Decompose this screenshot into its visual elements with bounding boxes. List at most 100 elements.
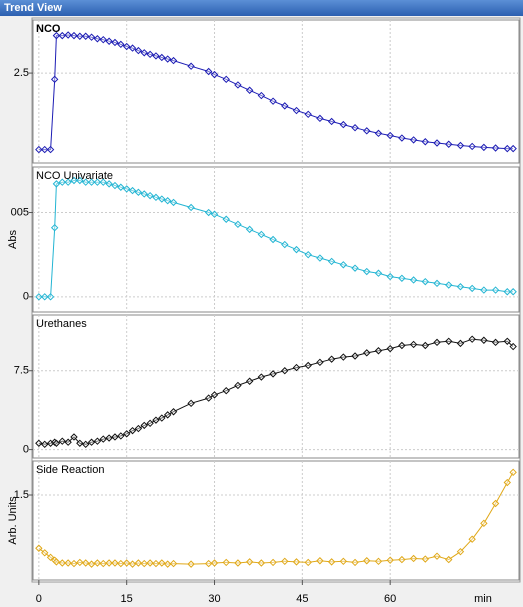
series-line <box>38 338 514 445</box>
data-point <box>445 337 453 345</box>
data-point <box>351 352 359 360</box>
data-point <box>409 276 418 284</box>
data-point <box>269 558 277 567</box>
data-point <box>87 438 96 446</box>
data-point <box>456 141 465 150</box>
data-point <box>351 124 359 132</box>
data-point <box>304 361 312 370</box>
data-point <box>222 386 230 395</box>
data-point <box>204 208 213 217</box>
data-point <box>70 559 78 568</box>
data-point <box>409 554 418 563</box>
data-point <box>491 499 500 508</box>
data-point <box>491 286 500 294</box>
data-point <box>64 438 72 446</box>
data-point <box>35 439 43 447</box>
data-point <box>163 197 172 205</box>
data-point <box>76 439 84 447</box>
panel <box>32 314 520 459</box>
data-point <box>292 245 301 254</box>
data-point <box>134 188 143 196</box>
data-point <box>292 106 301 115</box>
data-point <box>363 267 371 276</box>
data-point <box>122 430 131 438</box>
y-axis-label: Abs <box>7 230 19 249</box>
data-point <box>456 547 465 556</box>
data-point <box>204 394 213 402</box>
data-point <box>433 552 441 560</box>
panel <box>32 460 520 581</box>
data-point <box>480 143 488 152</box>
data-point <box>445 281 453 289</box>
x-tick-label: 60 <box>384 593 396 605</box>
data-point <box>134 46 143 55</box>
data-point <box>105 37 113 45</box>
data-point <box>128 560 137 568</box>
data-point <box>158 559 166 567</box>
y-tick-label: 005 <box>11 206 29 218</box>
data-point <box>316 358 324 367</box>
data-point <box>421 555 430 563</box>
data-point <box>222 215 230 223</box>
data-point <box>111 433 119 441</box>
data-point <box>245 225 254 234</box>
data-point <box>76 176 84 185</box>
data-point <box>327 558 336 566</box>
data-point <box>304 250 312 259</box>
data-point <box>398 555 406 564</box>
data-point <box>257 559 266 567</box>
panel-title: Side Reaction <box>36 464 105 476</box>
data-point <box>111 181 119 190</box>
data-point <box>503 337 511 345</box>
data-point <box>204 67 213 76</box>
data-point <box>52 180 61 188</box>
data-point <box>257 230 266 239</box>
data-point <box>445 140 453 148</box>
data-point <box>128 186 137 195</box>
data-point <box>81 32 90 40</box>
data-point <box>491 144 500 152</box>
data-point <box>46 145 55 154</box>
data-point <box>146 191 154 200</box>
data-point <box>81 559 90 567</box>
data-point <box>64 178 72 186</box>
data-point <box>468 142 476 151</box>
data-point <box>468 535 476 543</box>
data-point <box>105 180 113 188</box>
data-point <box>386 344 394 353</box>
data-point <box>257 91 266 100</box>
data-point <box>245 86 254 94</box>
data-point <box>46 293 55 301</box>
data-point <box>421 138 430 146</box>
data-point <box>187 399 195 408</box>
data-point <box>363 557 371 565</box>
data-point <box>480 336 488 344</box>
data-point <box>398 341 406 350</box>
data-point <box>158 195 166 203</box>
data-point <box>140 190 148 198</box>
data-point <box>140 49 148 57</box>
data-point <box>269 235 277 244</box>
x-tick-label: 15 <box>121 593 133 605</box>
data-point <box>433 139 441 147</box>
data-point <box>480 519 488 528</box>
x-tick-label: 30 <box>208 593 220 605</box>
data-point <box>374 347 383 355</box>
data-point <box>327 257 336 266</box>
data-point <box>374 269 383 277</box>
y-tick-label: 1.5 <box>14 489 29 501</box>
data-point <box>339 261 348 269</box>
data-point <box>257 373 266 381</box>
data-point <box>99 435 107 443</box>
data-point <box>433 338 441 347</box>
data-point <box>117 183 125 191</box>
data-point <box>122 185 131 193</box>
data-point <box>187 203 195 212</box>
data-point <box>327 355 336 363</box>
data-point <box>339 557 348 566</box>
data-point <box>269 97 277 105</box>
data-point <box>122 559 131 567</box>
data-point <box>386 272 394 281</box>
data-point <box>363 349 371 357</box>
